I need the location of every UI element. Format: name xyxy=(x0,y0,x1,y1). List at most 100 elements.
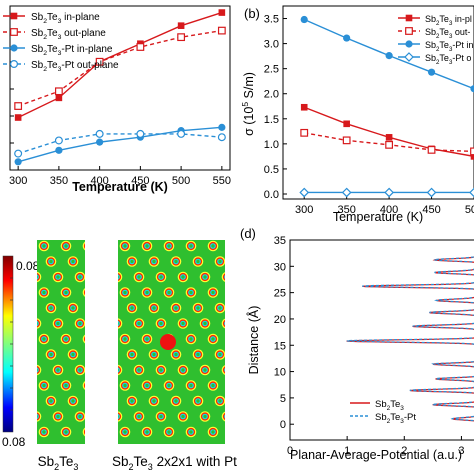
legend-marker xyxy=(10,44,18,52)
atom-contour-core xyxy=(211,290,215,295)
atom-contour-outer xyxy=(82,334,85,344)
panel-a-chart: 300 350 400 450 500 550 Sb2Te3 in-plane Sb2Te3… xyxy=(3,5,231,194)
atom-contour-outer xyxy=(17,334,28,345)
atom-contour-core xyxy=(196,399,200,403)
panel-c-maps: 0.08 0.08 Sb2Te3 Sb2Te3 2x2x1 with Pt xyxy=(2,240,253,472)
atom-contour-core xyxy=(218,352,222,357)
atom-contour-core xyxy=(152,259,156,264)
atom-contour-core xyxy=(137,368,141,372)
atom-contour-ring xyxy=(106,397,114,405)
data-point xyxy=(426,187,437,198)
atom-contour-inner xyxy=(107,352,113,358)
data-point xyxy=(54,87,63,96)
charge-map-right xyxy=(98,240,253,444)
atom-contour-core xyxy=(49,399,53,403)
atom-contour-outer xyxy=(82,381,85,390)
atom-contour-core xyxy=(56,368,60,372)
atom-contour-ring xyxy=(99,428,107,436)
panel-b-chart: (b) 300 350 400 450 500 0.0 0.5 1.0 1.5 2.0 2.5 3.0… xyxy=(240,5,474,224)
atom-contour-ring xyxy=(99,288,107,296)
atom-contour-core xyxy=(181,414,185,419)
atom-contour-ring xyxy=(231,335,239,343)
atom-contour-outer xyxy=(82,427,85,437)
atom-contour-ring xyxy=(98,273,106,281)
data-point xyxy=(217,133,226,142)
atom-contour-core xyxy=(189,290,193,295)
x-tick-label: 1 xyxy=(344,445,350,457)
atom-contour-ring xyxy=(238,350,246,358)
atom-contour-inner xyxy=(92,398,98,404)
x-tick-label: 400 xyxy=(90,175,108,187)
atom-contour-core xyxy=(167,383,171,388)
series-line xyxy=(17,133,222,155)
atom-contour-core xyxy=(203,275,207,279)
atom-contour-core xyxy=(20,291,23,294)
atom-contour-core xyxy=(64,290,68,295)
panel-d-ylabel: Distance (Å) xyxy=(246,306,261,375)
atom-contour-core xyxy=(118,368,119,372)
x-tick-label: 400 xyxy=(380,204,398,216)
atom-contour-core xyxy=(49,259,53,264)
atom-contour-inner xyxy=(92,259,98,265)
legend-label: Sb2Te3 in-pl xyxy=(425,14,472,27)
data-point xyxy=(343,34,351,42)
data-point xyxy=(218,123,226,131)
atom-contour-core xyxy=(130,259,134,264)
x-tick-label: 450 xyxy=(422,204,440,216)
atom-contour-core xyxy=(71,306,75,310)
atom-contour-core xyxy=(196,352,200,357)
data-point xyxy=(136,129,145,138)
atom-contour-inner xyxy=(26,305,32,311)
atom-contour-inner xyxy=(92,305,98,311)
atom-contour-core xyxy=(159,368,163,372)
atom-contour-ring xyxy=(118,319,122,328)
atom-contour-outer xyxy=(230,334,241,345)
atom-contour-ring xyxy=(238,257,246,265)
atom-contour-inner xyxy=(246,414,252,420)
data-point xyxy=(95,129,104,138)
atom-contour-outer xyxy=(98,241,109,252)
pt-atom xyxy=(160,334,176,350)
atom-contour-ring xyxy=(118,412,122,421)
atom-contour-core xyxy=(101,291,104,294)
map-right-caption: Sb2Te3 2x2x1 with Pt xyxy=(112,454,237,472)
atom-contour-inner xyxy=(232,290,238,296)
atom-contour-ring xyxy=(118,366,122,374)
atom-contour-ring xyxy=(231,242,239,250)
atom-contour-inner xyxy=(232,243,238,249)
atom-contour-ring xyxy=(18,242,26,250)
atom-contour-ring xyxy=(222,412,225,421)
atom-contour-inner xyxy=(19,243,25,249)
atom-contour-inner xyxy=(92,352,98,358)
atom-contour-core xyxy=(218,259,222,264)
atom-contour-outer xyxy=(237,256,248,267)
panel-d-xlabel: Planar-Average-Potential (a.u.) xyxy=(290,448,462,462)
atom-contour-core xyxy=(123,383,127,388)
charge-map-left xyxy=(17,240,106,444)
atom-contour-core xyxy=(20,337,23,340)
data-point xyxy=(299,187,310,198)
atom-contour-core xyxy=(152,352,156,357)
atom-contour-ring xyxy=(18,381,26,389)
atom-contour-outer xyxy=(237,396,248,407)
atom-contour-core xyxy=(108,399,111,402)
panel-d-label: (d) xyxy=(240,226,256,241)
atom-contour-core xyxy=(218,306,222,310)
atom-contour-outer xyxy=(230,380,241,391)
legend-marker xyxy=(10,12,18,20)
data-point xyxy=(177,129,186,138)
data-point xyxy=(54,136,63,145)
atom-contour-core xyxy=(211,244,215,248)
atom-contour-inner xyxy=(224,321,225,326)
atom-contour-inner xyxy=(19,429,25,435)
atom-contour-inner xyxy=(107,398,113,404)
x-tick-label: 550 xyxy=(213,175,231,187)
atom-contour-ring xyxy=(245,412,253,420)
atom-contour-core xyxy=(233,384,236,387)
atom-contour-inner xyxy=(99,274,105,280)
atom-contour-ring xyxy=(238,304,246,312)
data-point xyxy=(55,146,63,154)
atom-contour-ring xyxy=(25,304,33,312)
atom-contour-core xyxy=(42,430,46,434)
data-point xyxy=(218,9,226,16)
